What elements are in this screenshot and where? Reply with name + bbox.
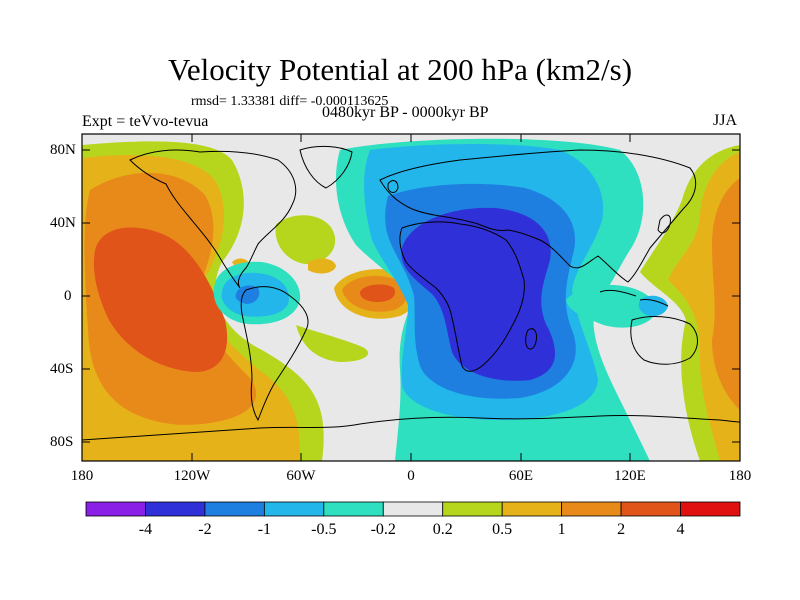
colorbar-label-4: -0.2 bbox=[370, 521, 396, 538]
lon-label-120e: 120E bbox=[614, 468, 646, 484]
coast-british-isles bbox=[387, 180, 399, 193]
colorbar-label-9: 4 bbox=[676, 521, 685, 538]
colorbar-label-7: 1 bbox=[557, 521, 566, 538]
maritime-negative-0.5 bbox=[638, 295, 668, 317]
colorbar-swatch-10 bbox=[680, 501, 741, 517]
lon-label-180w: 180 bbox=[70, 468, 94, 484]
plot-title: Velocity Potential at 200 hPa (km2/s) bbox=[167, 52, 633, 87]
coastlines bbox=[82, 145, 740, 441]
colorbar-swatch-8 bbox=[561, 501, 622, 517]
lat-label-40n: 40N bbox=[50, 215, 76, 231]
coast-south-america bbox=[240, 286, 309, 422]
coast-greenland bbox=[299, 145, 353, 189]
rmsd-diff-stats: rmsd= 1.33381 diff= -0.000113625 bbox=[191, 94, 389, 109]
colorbar-swatch-5 bbox=[382, 501, 444, 517]
colorbar-swatch-1 bbox=[145, 501, 206, 517]
coast-japan bbox=[657, 214, 671, 234]
maritime-negative-0.2 bbox=[566, 284, 656, 328]
coast-antarctica bbox=[82, 414, 740, 441]
coast-australia bbox=[630, 316, 698, 365]
colorbar-swatch-2 bbox=[204, 501, 265, 517]
colorbar-swatch-7 bbox=[501, 501, 563, 517]
lon-label-0: 0 bbox=[407, 468, 415, 484]
pacific-positive-4 bbox=[93, 227, 228, 372]
colorbar-label-8: 2 bbox=[617, 521, 626, 538]
colorbar bbox=[85, 501, 741, 517]
south-atlantic-positive-0.5 bbox=[296, 325, 369, 362]
lon-label-60w: 60W bbox=[286, 468, 316, 484]
contour-field bbox=[82, 134, 740, 461]
period-label: 0480kyr BP - 0000kyr BP bbox=[322, 104, 489, 121]
coast-north-america bbox=[129, 149, 297, 289]
colorbar-label-2: -1 bbox=[257, 521, 272, 538]
lon-label-180e: 180 bbox=[728, 468, 752, 484]
lon-label-60e: 60E bbox=[508, 468, 534, 484]
experiment-label: Expt = teVvo-tevua bbox=[82, 113, 209, 130]
colorbar-label-5: 0.2 bbox=[432, 521, 453, 538]
africa-negative-2 bbox=[401, 207, 556, 381]
colorbar-label-3: -0.5 bbox=[311, 521, 337, 538]
lat-label-80s: 80S bbox=[50, 434, 74, 450]
season-label: JJA bbox=[713, 112, 738, 129]
colorbar-label-6: 0.5 bbox=[492, 521, 513, 538]
east-pacific-positive-2 bbox=[712, 178, 740, 410]
equatorial-atlantic-positive-4 bbox=[360, 284, 396, 302]
colorbar-swatch-3 bbox=[263, 501, 325, 517]
atlantic-positive-0.5 bbox=[275, 215, 336, 265]
coast-eurasia bbox=[379, 149, 697, 283]
coast-africa bbox=[399, 221, 525, 372]
lat-label-80n: 80N bbox=[50, 142, 76, 158]
lat-ticks bbox=[82, 149, 740, 443]
lon-ticks bbox=[81, 134, 741, 461]
colorbar-label-0: -4 bbox=[138, 521, 153, 538]
colorbar-label-1: -2 bbox=[198, 521, 212, 538]
lat-label-40s: 40S bbox=[50, 361, 74, 377]
colorbar-swatch-9 bbox=[620, 501, 681, 517]
coast-indonesia bbox=[599, 289, 669, 307]
colorbar-swatch-4 bbox=[323, 501, 384, 517]
lon-label-120w: 120W bbox=[173, 468, 211, 484]
atlantic-positive-1 bbox=[308, 258, 336, 274]
lat-label-0: 0 bbox=[64, 288, 72, 304]
coast-madagascar bbox=[525, 328, 537, 350]
colorbar-swatch-0 bbox=[85, 501, 146, 517]
colorbar-swatch-6 bbox=[442, 501, 503, 517]
